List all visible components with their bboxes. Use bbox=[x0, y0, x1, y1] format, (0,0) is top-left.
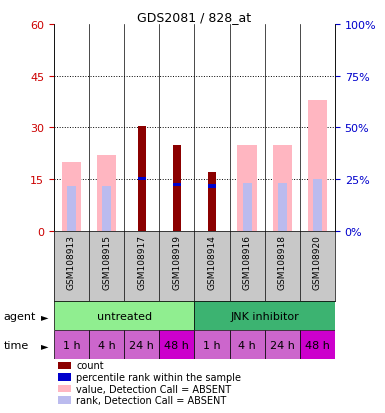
Bar bbox=[194, 301, 335, 330]
Text: value, Detection Call = ABSENT: value, Detection Call = ABSENT bbox=[76, 384, 231, 394]
Text: 24 h: 24 h bbox=[270, 340, 295, 350]
Text: JNK inhibitor: JNK inhibitor bbox=[230, 311, 299, 321]
Text: 4 h: 4 h bbox=[98, 340, 116, 350]
Bar bbox=[278, 183, 287, 231]
Text: GSM108916: GSM108916 bbox=[243, 235, 252, 290]
Text: GSM108919: GSM108919 bbox=[172, 235, 181, 290]
Bar bbox=[208, 173, 216, 231]
Bar bbox=[194, 330, 229, 359]
Bar bbox=[67, 187, 76, 231]
Text: GSM108917: GSM108917 bbox=[137, 235, 146, 290]
Text: GSM108915: GSM108915 bbox=[102, 235, 111, 290]
Text: count: count bbox=[76, 361, 104, 370]
Bar bbox=[54, 330, 89, 359]
Text: ►: ► bbox=[40, 311, 48, 321]
Text: 48 h: 48 h bbox=[305, 340, 330, 350]
Bar bbox=[54, 301, 194, 330]
Text: time: time bbox=[4, 340, 29, 350]
Bar bbox=[308, 100, 327, 231]
Bar bbox=[173, 183, 181, 186]
Text: agent: agent bbox=[4, 311, 36, 321]
Bar bbox=[102, 187, 111, 231]
Bar bbox=[273, 145, 292, 231]
Text: ►: ► bbox=[40, 340, 48, 350]
Text: GSM108913: GSM108913 bbox=[67, 235, 76, 290]
Bar bbox=[300, 330, 335, 359]
Text: rank, Detection Call = ABSENT: rank, Detection Call = ABSENT bbox=[76, 395, 226, 405]
Text: 1 h: 1 h bbox=[63, 340, 80, 350]
Text: 24 h: 24 h bbox=[129, 340, 154, 350]
Bar bbox=[229, 330, 265, 359]
Bar bbox=[138, 126, 146, 231]
Text: 1 h: 1 h bbox=[203, 340, 221, 350]
Title: GDS2081 / 828_at: GDS2081 / 828_at bbox=[137, 11, 251, 24]
Bar bbox=[238, 145, 257, 231]
Text: 4 h: 4 h bbox=[238, 340, 256, 350]
Bar bbox=[173, 145, 181, 231]
Text: percentile rank within the sample: percentile rank within the sample bbox=[76, 372, 241, 382]
Text: untreated: untreated bbox=[97, 311, 152, 321]
Bar bbox=[89, 330, 124, 359]
Bar bbox=[124, 330, 159, 359]
Bar bbox=[243, 183, 251, 231]
Bar bbox=[159, 330, 194, 359]
Bar bbox=[313, 180, 322, 231]
Text: GSM108914: GSM108914 bbox=[208, 235, 216, 290]
Text: 48 h: 48 h bbox=[164, 340, 189, 350]
Bar bbox=[138, 178, 146, 180]
Bar bbox=[97, 156, 116, 231]
Bar bbox=[265, 330, 300, 359]
Bar bbox=[208, 185, 216, 188]
Text: GSM108920: GSM108920 bbox=[313, 235, 322, 290]
Text: GSM108918: GSM108918 bbox=[278, 235, 287, 290]
Bar bbox=[62, 162, 81, 231]
